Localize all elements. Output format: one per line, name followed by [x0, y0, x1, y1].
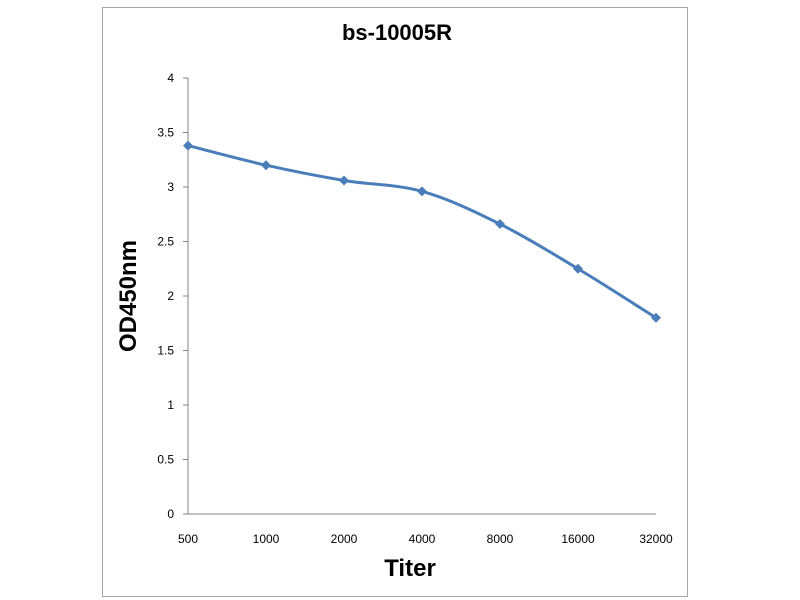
x-tick-label: 4000 — [409, 532, 436, 546]
y-tick-label: 4 — [167, 71, 174, 85]
y-tick-label: 0 — [167, 507, 174, 521]
x-tick-label: 32000 — [639, 532, 673, 546]
y-tick-label: 3.5 — [157, 126, 174, 140]
chart-frame — [102, 7, 688, 597]
data-point-marker — [261, 160, 271, 171]
x-tick-label: 500 — [178, 532, 198, 546]
series-line — [187, 144, 657, 320]
series-layer — [183, 140, 661, 323]
x-axis-title: Titer — [384, 555, 436, 582]
y-axis-ticks: 0 0.5 1 1.5 2 2.5 3 3.5 4 — [157, 71, 188, 521]
data-point-marker — [651, 312, 661, 323]
data-point-marker — [417, 186, 427, 197]
chart-title: bs-10005R — [342, 20, 452, 45]
data-point-marker — [339, 175, 349, 186]
y-tick-label: 3 — [167, 180, 174, 194]
x-tick-label: 16000 — [561, 532, 595, 546]
y-axis-title: OD450nm — [115, 240, 142, 352]
data-point-marker — [495, 219, 505, 230]
x-tick-label: 8000 — [487, 532, 514, 546]
y-tick-label: 1.5 — [157, 344, 174, 358]
x-tick-label: 1000 — [253, 532, 280, 546]
y-tick-label: 0.5 — [157, 453, 174, 467]
y-tick-label: 2.5 — [157, 235, 174, 249]
y-tick-label: 1 — [167, 398, 174, 412]
x-axis-ticks: 500 1000 2000 4000 8000 16000 32000 — [178, 532, 673, 546]
x-tick-label: 2000 — [331, 532, 358, 546]
data-point-marker — [573, 263, 583, 274]
data-point-marker — [183, 140, 193, 151]
y-tick-label: 2 — [167, 289, 174, 303]
